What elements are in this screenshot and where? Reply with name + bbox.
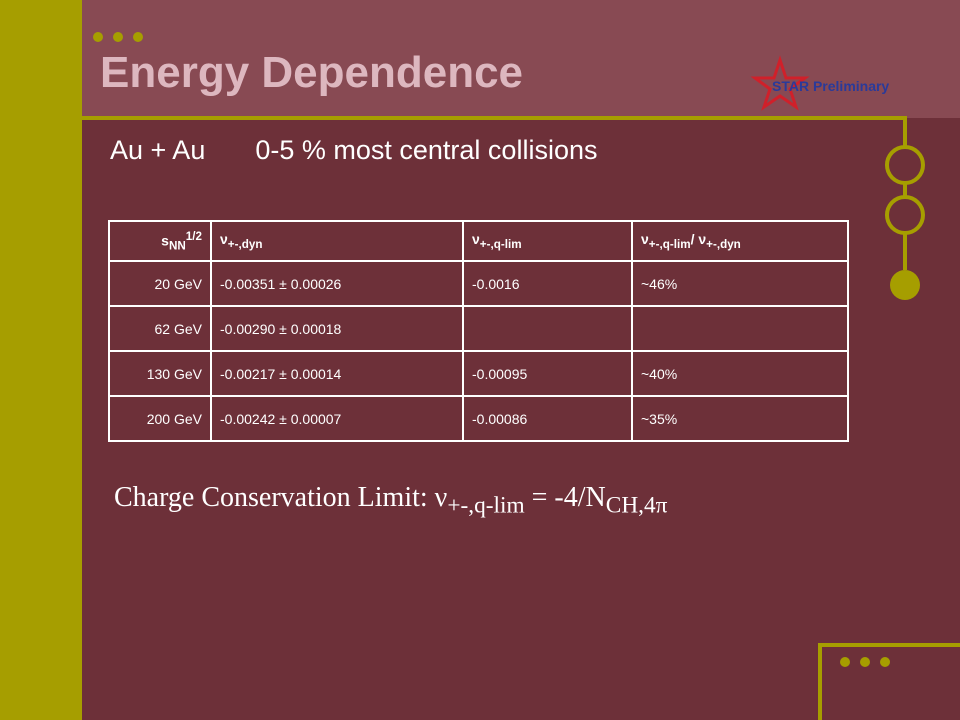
table-cell: 130 GeV — [108, 350, 212, 397]
header-row: sNN1/2 ν+-,dyn ν+-,q-lim ν+-,q-lim/ ν+-,dyn — [108, 220, 849, 262]
header-cell: sNN1/2 — [108, 220, 212, 262]
empty-cell — [631, 305, 849, 352]
table-cell: -0.00351 ± 0.00026 — [210, 260, 464, 307]
text-part: +-,q-lim — [648, 237, 691, 251]
table-cell: -0.00095 — [462, 350, 633, 397]
table-cell: ~40% — [631, 350, 849, 397]
subtitle-left: Au + Au — [110, 135, 206, 165]
text-part: +-,q-lim — [447, 492, 525, 519]
table: sNN1/2 ν+-,dyn ν+-,q-lim ν+-,q-lim/ ν+-,dyn… — [108, 220, 849, 442]
text-part: NN — [168, 239, 186, 253]
text-part: +-,dyn — [227, 237, 263, 251]
table-cell: -0.0016 — [462, 260, 633, 307]
header-cell: ν+-,q-lim — [462, 220, 633, 262]
logo-text: STAR Preliminary — [772, 78, 890, 94]
table-row: 62 GeV -0.00290 ± 0.00018 — [108, 305, 849, 352]
header-cell: ν+-,q-lim/ ν+-,dyn — [631, 220, 849, 262]
table-row: 200 GeV -0.00242 ± 0.00007 -0.00086 ~35% — [108, 395, 849, 442]
table-cell: 200 GeV — [108, 395, 212, 442]
title-band — [0, 0, 960, 118]
side-strip — [0, 0, 82, 720]
table-cell: -0.00086 — [462, 395, 633, 442]
text-part: +-,q-lim — [479, 237, 522, 251]
table-row: 130 GeV -0.00217 ± 0.00014 -0.00095 ~40% — [108, 350, 849, 397]
subtitle: Au + Au 0-5 % most central collisions — [110, 135, 597, 166]
text-part: = -4/N — [524, 482, 606, 513]
text-part: Charge Conservation Limit: ν — [114, 482, 448, 513]
table-cell: -0.00217 ± 0.00014 — [210, 350, 464, 397]
text-part: / ν — [690, 231, 707, 248]
table-cell: -0.00290 ± 0.00018 — [210, 305, 464, 352]
table-cell: 20 GeV — [108, 260, 212, 307]
text-part: ν — [220, 231, 228, 248]
text-part: +-,dyn — [706, 237, 741, 251]
text-part: ν — [472, 231, 480, 248]
text-part: 1/2 — [185, 229, 202, 243]
table-cell: ~35% — [631, 395, 849, 442]
text-part: CH,4π — [605, 492, 668, 519]
text-part: ν — [641, 231, 649, 248]
header-cell: ν+-,dyn — [210, 220, 464, 262]
table-row: 20 GeV -0.00351 ± 0.00026 -0.0016 ~46% — [108, 260, 849, 307]
empty-cell — [462, 305, 633, 352]
table-cell: -0.00242 ± 0.00007 — [210, 395, 464, 442]
title: Energy Dependence — [100, 48, 524, 97]
subtitle-right: 0-5 % most central collisions — [255, 135, 598, 165]
footer-formula: Charge Conservation Limit: ν+-,q-lim = -… — [114, 482, 667, 520]
table-cell: ~46% — [631, 260, 849, 307]
text-part: s — [161, 232, 169, 249]
table-cell: 62 GeV — [108, 305, 212, 352]
